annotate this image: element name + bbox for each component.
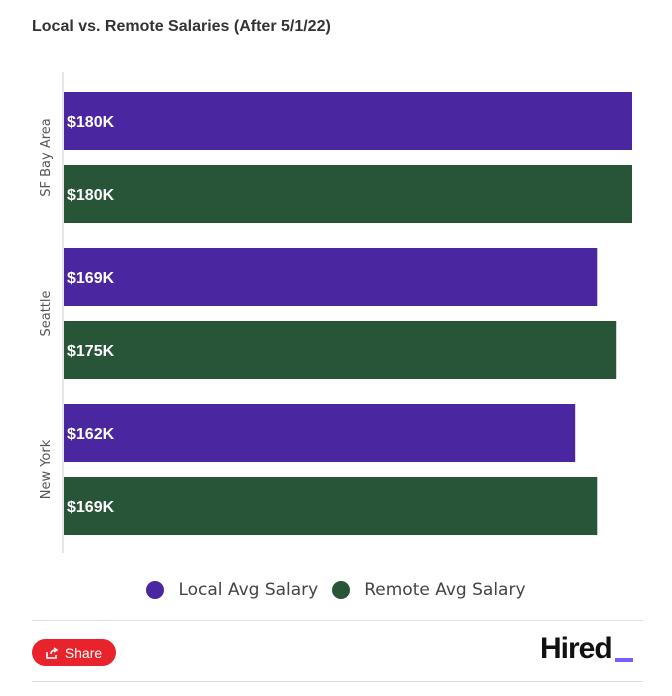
category-label: SF Bay Area: [39, 118, 54, 197]
logo-underscore: [614, 658, 633, 662]
data-label: $169K: [67, 270, 115, 287]
legend-item-local[interactable]: Local Avg Salary: [146, 580, 318, 600]
legend-swatch-local: [146, 581, 165, 599]
bar-local-new-york[interactable]: [64, 404, 576, 462]
category-label: New York: [39, 439, 54, 499]
data-label: $175K: [67, 343, 115, 360]
legend: Local Avg Salary Remote Avg Salary: [0, 580, 672, 600]
data-label: $180K: [67, 187, 115, 204]
bar-local-sf-bay-area[interactable]: [64, 92, 632, 150]
divider-top: [32, 620, 643, 621]
data-label: $180K: [67, 114, 115, 131]
chart-title: Local vs. Remote Salaries (After 5/1/22): [32, 18, 331, 35]
data-label: $169K: [67, 499, 115, 516]
legend-label-local: Local Avg Salary: [178, 580, 319, 600]
logo-text: Hired: [540, 632, 613, 665]
divider-bottom: [32, 681, 643, 682]
data-label: $162K: [67, 426, 115, 443]
bar-remote-new-york[interactable]: [64, 477, 598, 535]
legend-item-remote[interactable]: Remote Avg Salary: [332, 580, 526, 600]
bar-remote-sf-bay-area[interactable]: [64, 165, 632, 223]
hired-logo: Hired: [540, 632, 633, 666]
share-button[interactable]: Share: [32, 639, 116, 666]
category-label: Seattle: [39, 290, 54, 336]
legend-label-remote: Remote Avg Salary: [364, 580, 526, 600]
bar-chart: $180K $180K SF Bay Area $169K $175K Seattle $1…: [39, 72, 632, 553]
share-label: Share: [64, 644, 103, 661]
bar-local-seattle[interactable]: [64, 248, 598, 306]
bar-remote-seattle[interactable]: [64, 321, 617, 379]
legend-swatch-remote: [332, 581, 351, 599]
share-icon: [46, 646, 59, 659]
